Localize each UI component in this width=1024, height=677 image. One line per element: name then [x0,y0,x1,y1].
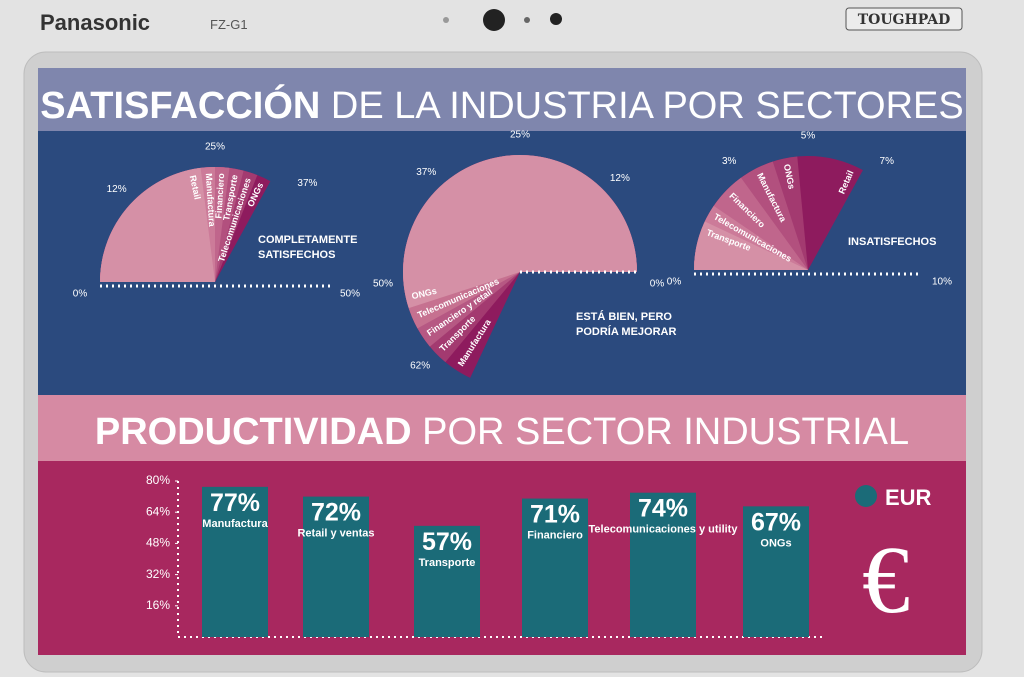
fan-tick-label: 25% [205,142,225,153]
badge-frame [845,7,963,31]
y-tick-label: 80% [146,473,170,487]
bar-category-label: Retail y ventas [297,528,374,540]
bar [414,525,480,637]
bar-value-label: 67% [751,508,801,536]
brand: Panasonic [40,10,150,35]
bar-value-label: 77% [210,489,260,517]
legend-swatch [855,485,877,507]
wedge-label: Financiero [213,172,226,219]
fan-tick-label: 10% [932,277,952,288]
fan-wedge [403,155,637,309]
fan-tick-label: 0% [667,277,682,288]
sensor [524,17,530,23]
fan-tick-label: 12% [107,184,127,195]
sensor [550,13,562,25]
fan-title: COMPLETAMENTE [258,234,357,246]
camera [483,9,505,31]
bar [743,506,809,637]
fan-tick-label: 37% [416,167,436,178]
section-title: PRODUCTIVIDAD POR SECTOR INDUSTRIAL [95,411,909,453]
wedge-label: Manufactura [204,173,217,228]
fan-wedge [100,167,215,282]
section-2-header [38,395,966,461]
model: FZ-G1 [210,17,248,32]
fan-title: ESTÁ BIEN, PERO [576,310,672,323]
fan-tick-label: 25% [510,130,530,141]
fan-wedge [694,221,808,270]
section-2-body [38,461,966,655]
badge: TOUGHPAD [858,12,951,28]
fan-tick-label: 62% [410,360,430,371]
fan-title: SATISFECHOS [258,249,335,261]
bar [630,492,696,637]
sensor [443,17,449,23]
section-title-rest: POR SECTOR INDUSTRIAL [422,411,909,453]
bar-value-label: 74% [638,495,688,523]
y-tick-label: 16% [146,598,170,612]
bar-category-label: Manufactura [202,518,268,530]
section-title: SATISFACCIÓN DE LA INDUSTRIA POR SECTORE… [40,83,963,127]
fan-tick-label: 3% [722,156,737,167]
section-title-rest: DE LA INDUSTRIA POR SECTORES [331,85,964,127]
section-1-header [38,68,966,131]
fan-tick-label: 12% [610,173,630,184]
fan-title: INSATISFECHOS [848,236,936,248]
legend-label: EUR [885,485,932,510]
bar-value-label: 72% [311,499,361,527]
section-title-strong: SATISFACCIÓN [40,83,320,127]
fan-tick-label: 0% [650,279,665,290]
bar [303,496,369,637]
section-title-strong: PRODUCTIVIDAD [95,411,412,453]
fan-tick-label: 5% [801,131,816,142]
y-tick-label: 32% [146,567,170,581]
bar-category-label: Transporte [419,557,476,569]
bar [202,486,268,637]
currency-symbol: € [862,526,910,633]
bar-category-label: ONGs [760,537,791,549]
bar [522,498,588,637]
bar-category-label: Financiero [527,530,583,542]
bar-category-label: Telecomunicaciones y utility [589,524,739,536]
fan-tick-label: 37% [297,178,317,189]
y-tick-label: 48% [146,536,170,550]
fan-tick-label: 0% [73,289,88,300]
bar-value-label: 71% [530,501,580,529]
fan-tick-label: 50% [373,279,393,290]
fan-title: PODRÍA MEJORAR [576,325,676,338]
fan-tick-label: 7% [880,156,895,167]
fan-tick-label: 50% [340,289,360,300]
bar-value-label: 57% [422,528,472,556]
y-tick-label: 64% [146,504,170,518]
